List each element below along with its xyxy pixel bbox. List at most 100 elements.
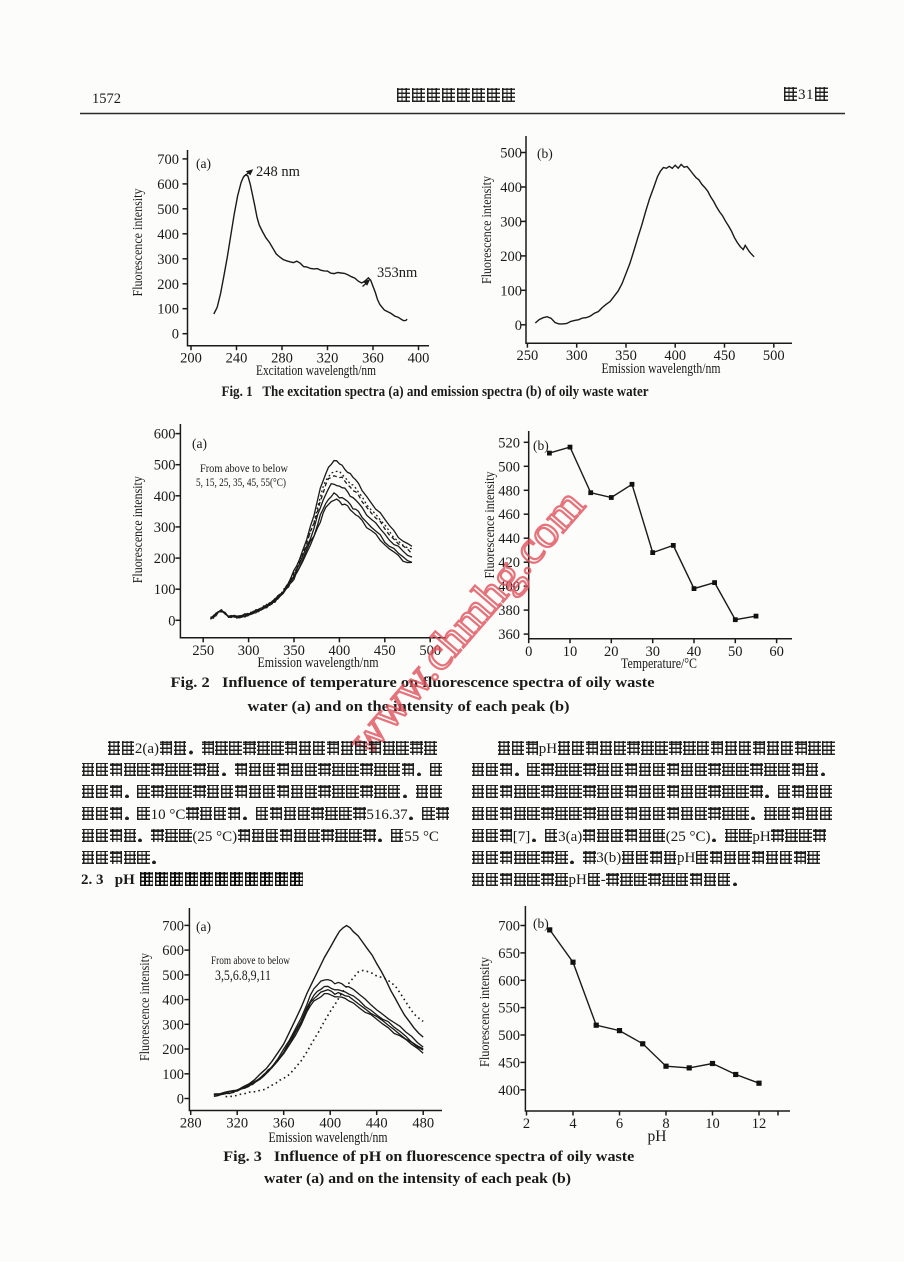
svg-text:0: 0 xyxy=(168,613,175,629)
svg-text:Emission wavelength/nm: Emission wavelength/nm xyxy=(602,361,722,377)
svg-text:From above to below: From above to below xyxy=(211,955,291,967)
svg-text:300: 300 xyxy=(566,348,588,364)
svg-text:(a): (a) xyxy=(192,436,207,451)
svg-text:248 nm: 248 nm xyxy=(256,164,301,180)
svg-text:Fig. 2 Influence of temperat: Fig. 2 Influence of temperature on fluor… xyxy=(171,675,655,691)
svg-text:250: 250 xyxy=(192,643,214,659)
svg-text:Temperature/°C: Temperature/°C xyxy=(621,656,697,672)
svg-text:(b): (b) xyxy=(537,146,553,161)
svg-text:400: 400 xyxy=(498,1083,520,1099)
svg-text:10: 10 xyxy=(705,1116,720,1132)
svg-text:360: 360 xyxy=(498,627,520,643)
svg-text:450: 450 xyxy=(374,643,396,659)
svg-text:500: 500 xyxy=(154,458,176,474)
svg-text:(b): (b) xyxy=(533,438,549,453)
svg-text:pH: pH xyxy=(648,1128,667,1145)
svg-text:200: 200 xyxy=(500,249,522,265)
svg-text:Fluorescence intensity: Fluorescence intensity xyxy=(130,476,145,583)
svg-text:30: 30 xyxy=(645,644,660,660)
svg-text:500: 500 xyxy=(498,1028,520,1044)
svg-text:12: 12 xyxy=(752,1116,767,1132)
svg-text:600: 600 xyxy=(498,973,520,989)
svg-text:400: 400 xyxy=(408,351,430,367)
svg-text:8: 8 xyxy=(662,1116,669,1132)
svg-text:Fluorescence intensity: Fluorescence intensity xyxy=(130,188,145,296)
svg-text:350: 350 xyxy=(283,643,305,659)
svg-text:Fluorescence intensity: Fluorescence intensity xyxy=(477,957,492,1067)
svg-text:550: 550 xyxy=(498,1001,520,1017)
svg-text:3,5,6.8,9,11: 3,5,6.8,9,11 xyxy=(215,968,271,984)
svg-text:300: 300 xyxy=(154,520,176,536)
svg-text:300: 300 xyxy=(162,1017,184,1033)
svg-text:Fluorescence intensity: Fluorescence intensity xyxy=(479,176,494,284)
svg-text:100: 100 xyxy=(162,1067,184,1083)
svg-text:300: 300 xyxy=(500,214,522,230)
svg-text:600: 600 xyxy=(157,177,179,193)
svg-text:Emission wavelength/nm: Emission wavelength/nm xyxy=(258,655,380,671)
svg-text:700: 700 xyxy=(162,918,184,934)
svg-text:(a): (a) xyxy=(196,919,211,934)
svg-text:480: 480 xyxy=(412,1116,434,1132)
svg-text:water (a) and on the intensity: water (a) and on the intensity of each p… xyxy=(264,1171,571,1187)
svg-text:500: 500 xyxy=(162,968,184,984)
svg-text:350: 350 xyxy=(615,348,637,364)
svg-text:200: 200 xyxy=(154,551,176,567)
svg-text:Emission wavelength/nm: Emission wavelength/nm xyxy=(269,1130,389,1146)
svg-text:5, 15, 25, 35, 45, 55(°C): 5, 15, 25, 35, 45, 55(°C) xyxy=(196,477,286,489)
svg-text:400: 400 xyxy=(162,993,184,1009)
svg-text:1572: 1572 xyxy=(92,91,121,107)
svg-text:420: 420 xyxy=(498,555,520,571)
svg-text:0: 0 xyxy=(177,1092,184,1108)
svg-text:400: 400 xyxy=(319,1116,341,1132)
svg-text:200: 200 xyxy=(157,277,179,293)
svg-text:Fluorescence intensity: Fluorescence intensity xyxy=(482,471,497,578)
svg-text:460: 460 xyxy=(498,507,520,523)
svg-text:280: 280 xyxy=(180,1116,202,1132)
svg-text:450: 450 xyxy=(714,348,736,364)
svg-text:(a): (a) xyxy=(196,156,211,171)
svg-text:400: 400 xyxy=(500,180,522,196)
svg-text:400: 400 xyxy=(498,579,520,595)
svg-text:520: 520 xyxy=(498,435,520,451)
svg-text:Excitation wavelength/nm: Excitation wavelength/nm xyxy=(256,363,377,379)
svg-text:250: 250 xyxy=(517,348,539,364)
svg-text:(b): (b) xyxy=(533,916,549,931)
svg-text:0: 0 xyxy=(525,644,532,660)
svg-text:Fig. 3 Influence of pH on fl: Fig. 3 Influence of pH on fluorescence s… xyxy=(223,1149,634,1165)
svg-text:353nm: 353nm xyxy=(377,265,418,281)
svg-text:20: 20 xyxy=(604,644,619,660)
svg-text:200: 200 xyxy=(162,1042,184,1058)
svg-text:400: 400 xyxy=(154,489,176,505)
svg-text:480: 480 xyxy=(498,483,520,499)
svg-text:100: 100 xyxy=(157,302,179,318)
svg-text:500: 500 xyxy=(763,348,785,364)
svg-text:500: 500 xyxy=(419,643,441,659)
svg-text:100: 100 xyxy=(500,283,522,299)
svg-text:100: 100 xyxy=(154,582,176,598)
svg-text:400: 400 xyxy=(157,227,179,243)
svg-text:440: 440 xyxy=(498,531,520,547)
svg-text:60: 60 xyxy=(769,644,784,660)
svg-text:360: 360 xyxy=(273,1116,295,1132)
svg-text:From above to below: From above to below xyxy=(200,463,289,475)
svg-text:650: 650 xyxy=(498,946,520,962)
svg-text:300: 300 xyxy=(157,252,179,268)
svg-text:500: 500 xyxy=(500,146,522,162)
svg-text:6: 6 xyxy=(616,1116,623,1132)
svg-text:440: 440 xyxy=(366,1116,388,1132)
svg-text:200: 200 xyxy=(180,351,202,367)
svg-text:400: 400 xyxy=(329,643,351,659)
svg-text:280: 280 xyxy=(271,351,293,367)
svg-text:360: 360 xyxy=(362,351,384,367)
svg-text:0: 0 xyxy=(515,318,522,334)
svg-text:450: 450 xyxy=(498,1055,520,1071)
svg-text:40: 40 xyxy=(687,644,702,660)
svg-text:Fluorescence intensity: Fluorescence intensity xyxy=(137,953,152,1061)
svg-text:0: 0 xyxy=(172,327,179,343)
svg-text:2: 2 xyxy=(523,1116,530,1132)
svg-text:700: 700 xyxy=(157,152,179,168)
svg-text:water (a) and on the intensity: water (a) and on the intensity of each p… xyxy=(248,699,570,715)
svg-text:240: 240 xyxy=(226,351,248,367)
svg-text:600: 600 xyxy=(154,427,176,443)
svg-text:400: 400 xyxy=(664,348,686,364)
